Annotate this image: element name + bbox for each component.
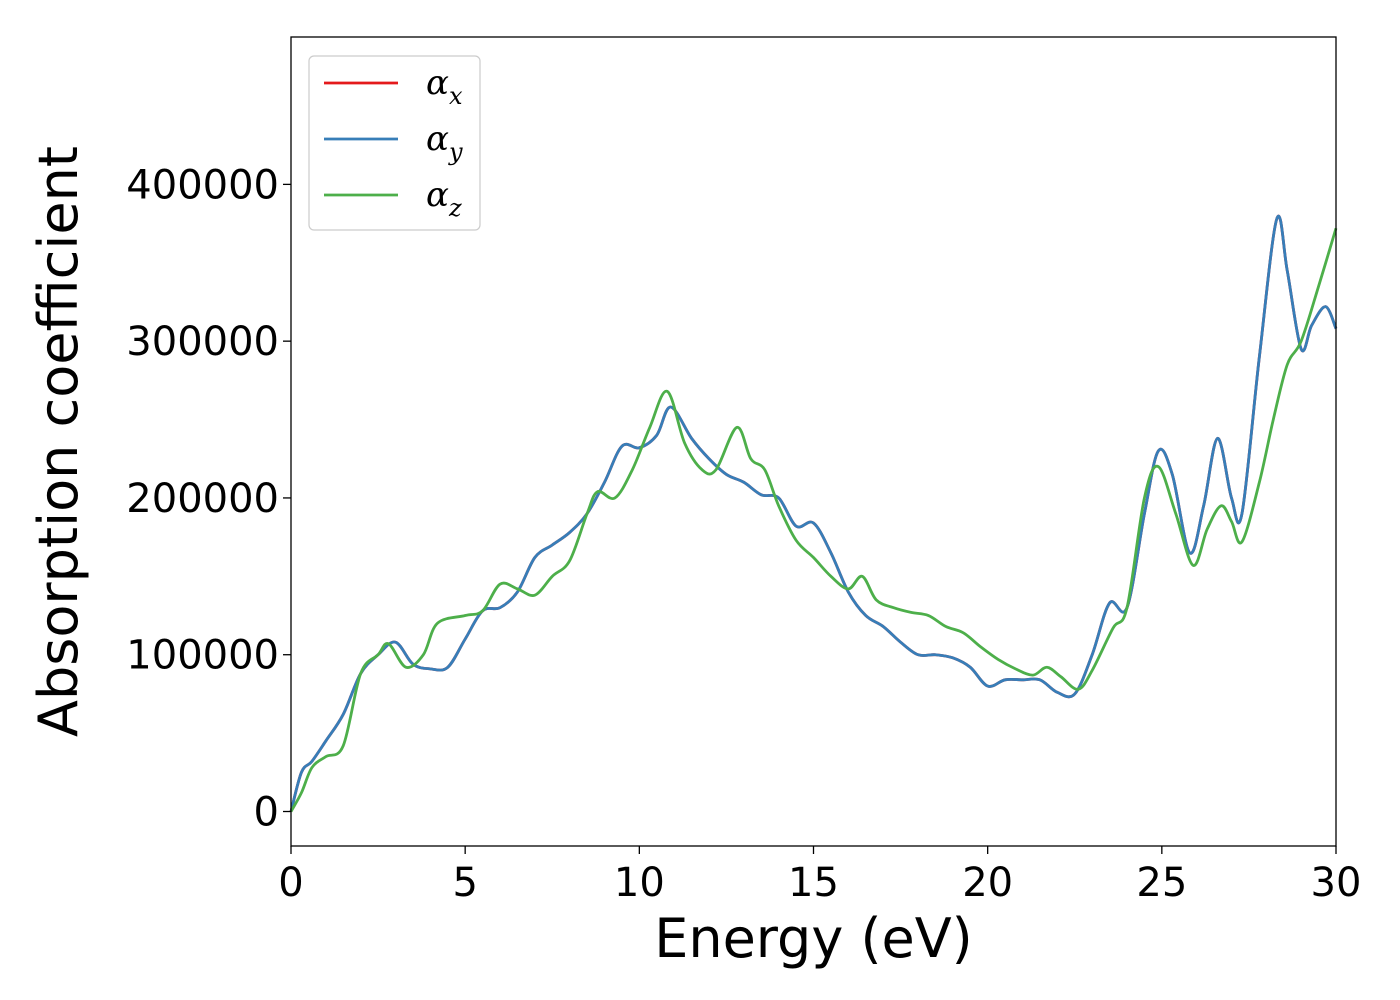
legend: αx αy αz — [308, 55, 481, 231]
x-tick-label: 25 — [1136, 860, 1187, 906]
series-line-y — [289, 214, 1338, 812]
x-tick-label: 0 — [278, 860, 303, 906]
x-axis: 0 5 10 15 20 25 30 — [278, 846, 1361, 906]
x-axis-label: Energy (eV) — [654, 907, 973, 970]
y-tick-label: 200000 — [126, 476, 279, 522]
x-tick-label: 30 — [1311, 860, 1362, 906]
y-tick-label: 400000 — [126, 162, 279, 208]
y-tick-label: 100000 — [126, 633, 279, 679]
y-tick-label: 300000 — [126, 319, 279, 365]
y-axis-label: Absorption coefficient — [27, 146, 90, 737]
legend-label-z: αz — [426, 175, 462, 222]
legend-label-x: αx — [426, 63, 463, 110]
legend-label-y: αy — [426, 119, 463, 166]
y-axis: 0 100000 200000 300000 400000 — [126, 162, 291, 836]
plot-lines — [289, 214, 1338, 813]
series-line-z — [289, 227, 1338, 813]
x-tick-label: 5 — [452, 860, 477, 906]
x-tick-label: 20 — [962, 860, 1013, 906]
legend-box — [308, 55, 481, 231]
y-tick-label: 0 — [254, 790, 279, 836]
x-tick-label: 15 — [788, 860, 839, 906]
x-tick-label: 10 — [614, 860, 665, 906]
